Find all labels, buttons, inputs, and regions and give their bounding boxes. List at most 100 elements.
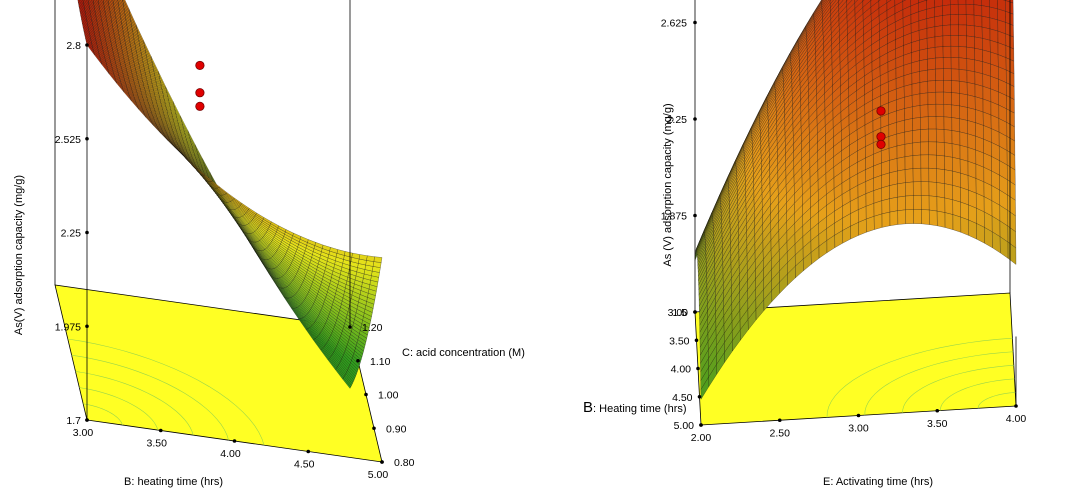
right-y-axis-tick-mark xyxy=(699,423,703,427)
R-surface-cell xyxy=(959,80,968,96)
left-y-axis-tick-mark xyxy=(364,392,368,397)
R-surface-cell xyxy=(888,145,898,161)
R-surface-cell xyxy=(927,104,937,117)
R-surface-cell xyxy=(950,4,959,15)
R-surface-cell xyxy=(927,80,936,93)
right-y-axis-tick-mark xyxy=(694,338,699,343)
R-surface-cell xyxy=(905,195,914,210)
R-surface-cell xyxy=(926,36,936,49)
R-surface-cell xyxy=(897,169,906,185)
right-z-axis-tick-label: 1.5 xyxy=(672,307,687,319)
left-z-axis-tick-label: 1.7 xyxy=(66,415,81,427)
R-surface-cell xyxy=(905,181,914,197)
R-surface-cell xyxy=(934,35,944,48)
right-x-axis-tick-mark xyxy=(935,408,940,413)
left-y-axis-label: C: acid concentration (M) xyxy=(402,347,525,359)
R-surface-cell xyxy=(927,47,936,60)
R-surface-cell xyxy=(881,160,890,176)
L-design-point xyxy=(195,101,205,111)
R-surface-cell xyxy=(959,118,968,135)
R-surface-cell xyxy=(928,116,937,130)
R-surface-cell xyxy=(950,46,960,58)
R-surface-cell xyxy=(919,38,928,51)
R-surface-cell xyxy=(897,195,906,211)
R-surface-cell xyxy=(904,106,913,121)
R-surface-cell xyxy=(919,80,929,94)
R-surface-cell xyxy=(952,170,961,188)
R-surface-cell xyxy=(911,60,920,74)
R-surface-cell xyxy=(943,57,952,69)
R-surface-cell xyxy=(981,5,990,19)
R-design-point xyxy=(876,106,886,116)
R-surface-cell xyxy=(920,128,929,143)
R-surface-cell xyxy=(944,169,953,186)
R-surface-cell xyxy=(896,108,905,123)
right-y-axis-tick-label: 4.50 xyxy=(672,392,693,404)
right-y-axis-tick-label: 3.00 xyxy=(668,307,689,319)
R-surface-cell xyxy=(951,68,960,82)
right-z-axis-tick-label: 2.25 xyxy=(667,114,688,126)
R-surface-cell xyxy=(873,200,883,217)
R-surface-cell xyxy=(967,107,976,123)
L-floor-contour xyxy=(79,387,159,431)
R-surface-cell xyxy=(920,116,929,130)
R-surface-cell xyxy=(958,46,967,59)
right-x-axis-label: E: Activating time (hrs) xyxy=(823,476,933,488)
R-surface-cell xyxy=(936,168,945,184)
R-surface-cell xyxy=(958,35,967,48)
R-surface-cell xyxy=(942,14,951,26)
left-z-axis-tick-mark xyxy=(85,230,89,235)
R-surface-cell xyxy=(896,131,906,147)
R-surface-cell xyxy=(958,24,967,37)
R-surface-cell xyxy=(958,14,967,26)
R-surface-cell xyxy=(934,5,943,18)
R-surface-cell xyxy=(889,183,898,199)
R-surface-cell xyxy=(881,172,890,189)
R-surface-cell xyxy=(944,212,954,230)
L-surface-cell xyxy=(366,255,375,262)
R-surface-cell xyxy=(928,195,938,212)
L-design-point xyxy=(195,88,205,98)
R-surface-cell xyxy=(943,68,952,81)
R-surface-cell xyxy=(911,71,921,85)
R-surface-cell xyxy=(943,129,953,144)
right-y-axis-tick-mark xyxy=(696,366,700,371)
R-surface-cell xyxy=(951,143,961,160)
R-surface-cell xyxy=(951,92,960,107)
R-surface-cell xyxy=(928,181,938,197)
R-surface-cell xyxy=(934,25,944,38)
R-surface-cell xyxy=(927,92,937,105)
R-surface-cell xyxy=(934,15,943,27)
R-surface-cell xyxy=(912,154,922,169)
R-surface-cell xyxy=(896,156,906,172)
left-x-axis-tick-mark xyxy=(232,439,237,443)
R-surface-cell xyxy=(974,59,983,75)
R-surface-cell xyxy=(965,4,975,16)
R-surface-cell xyxy=(873,213,883,230)
right-y-axis-tick-label: 5.00 xyxy=(674,420,695,432)
R-surface-cell xyxy=(951,130,961,146)
left-x-axis-tick-mark xyxy=(158,428,163,433)
left-y-axis-tick-label: 1.20 xyxy=(362,322,383,334)
R-surface-cell xyxy=(958,69,968,83)
R-surface-cell xyxy=(904,155,914,170)
left-surface-plot: 1.7 1.975 2.25 2.525 2.8 3.00 3.50 4.00 4.50 5.00… xyxy=(0,0,541,488)
L-floor-contour xyxy=(67,338,265,446)
R-surface-cell xyxy=(967,94,976,110)
left-z-axis-tick-label: 2.8 xyxy=(66,40,81,52)
R-surface-cell xyxy=(919,104,929,118)
R-surface-cell xyxy=(904,118,913,133)
R-surface-cell xyxy=(889,158,898,174)
R-surface-cell xyxy=(950,14,959,26)
R-surface-cell xyxy=(966,82,976,97)
R-surface-cell xyxy=(936,196,946,213)
R-design-point xyxy=(876,132,886,142)
R-surface-cell xyxy=(926,26,936,39)
R-surface-cell xyxy=(896,144,906,159)
R-surface-cell xyxy=(935,116,945,130)
R-surface-cell xyxy=(959,158,969,176)
R-surface-cell xyxy=(913,195,922,210)
R-surface-cell xyxy=(881,185,890,201)
right-y-axis-label: B: Heating time (hrs) xyxy=(583,399,687,416)
R-surface-cell xyxy=(959,93,968,108)
